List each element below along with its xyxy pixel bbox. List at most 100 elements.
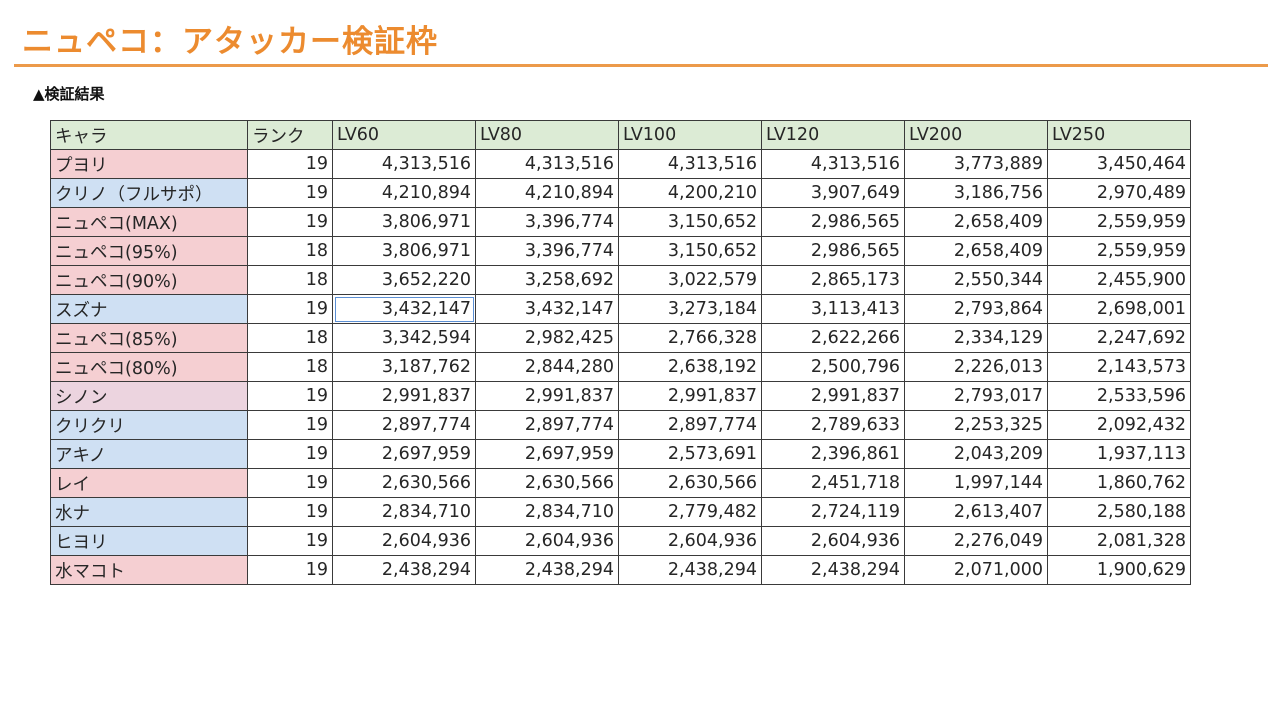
damage-value-cell[interactable]: 3,113,413 xyxy=(761,294,905,324)
damage-value-cell[interactable]: 4,313,516 xyxy=(618,149,762,179)
column-header-lv100[interactable]: LV100 xyxy=(618,120,762,150)
damage-value-cell[interactable]: 3,187,762 xyxy=(332,352,476,382)
damage-value-cell[interactable]: 2,630,566 xyxy=(475,468,619,498)
damage-value-cell[interactable]: 3,150,652 xyxy=(618,207,762,237)
damage-value-cell[interactable]: 2,658,409 xyxy=(904,207,1048,237)
damage-value-cell[interactable]: 2,865,173 xyxy=(761,265,905,295)
damage-value-cell[interactable]: 2,638,192 xyxy=(618,352,762,382)
character-name-cell[interactable]: シノン xyxy=(50,381,248,411)
column-header-lv200[interactable]: LV200 xyxy=(904,120,1048,150)
damage-value-cell[interactable]: 1,860,762 xyxy=(1047,468,1191,498)
damage-value-cell[interactable]: 2,455,900 xyxy=(1047,265,1191,295)
damage-value-cell[interactable]: 2,844,280 xyxy=(475,352,619,382)
damage-value-cell[interactable]: 2,092,432 xyxy=(1047,410,1191,440)
rank-cell[interactable]: 19 xyxy=(247,468,333,498)
damage-value-cell[interactable]: 4,200,210 xyxy=(618,178,762,208)
column-header-character[interactable]: キャラ xyxy=(50,120,248,150)
character-name-cell[interactable]: レイ xyxy=(50,468,248,498)
rank-cell[interactable]: 19 xyxy=(247,149,333,179)
damage-value-cell[interactable]: 2,438,294 xyxy=(618,555,762,585)
character-name-cell[interactable]: ニュペコ(95%) xyxy=(50,236,248,266)
rank-cell[interactable]: 19 xyxy=(247,381,333,411)
damage-value-cell[interactable]: 4,313,516 xyxy=(475,149,619,179)
damage-value-cell[interactable]: 2,897,774 xyxy=(475,410,619,440)
damage-value-cell[interactable]: 3,806,971 xyxy=(332,207,476,237)
damage-value-cell[interactable]: 2,253,325 xyxy=(904,410,1048,440)
damage-value-cell[interactable]: 2,622,266 xyxy=(761,323,905,353)
damage-value-cell[interactable]: 2,438,294 xyxy=(332,555,476,585)
column-header-lv250[interactable]: LV250 xyxy=(1047,120,1191,150)
character-name-cell[interactable]: 水ナ xyxy=(50,497,248,527)
damage-value-cell[interactable]: 2,533,596 xyxy=(1047,381,1191,411)
damage-value-cell[interactable]: 2,081,328 xyxy=(1047,526,1191,556)
damage-value-cell[interactable]: 2,793,864 xyxy=(904,294,1048,324)
damage-value-cell[interactable]: 3,432,147 xyxy=(475,294,619,324)
column-header-lv60[interactable]: LV60 xyxy=(332,120,476,150)
damage-value-cell[interactable]: 2,580,188 xyxy=(1047,497,1191,527)
damage-value-cell[interactable]: 2,986,565 xyxy=(761,207,905,237)
damage-value-cell[interactable]: 2,991,837 xyxy=(618,381,762,411)
damage-value-cell[interactable]: 3,396,774 xyxy=(475,236,619,266)
rank-cell[interactable]: 19 xyxy=(247,497,333,527)
damage-value-cell[interactable]: 4,210,894 xyxy=(332,178,476,208)
rank-cell[interactable]: 19 xyxy=(247,410,333,440)
damage-value-cell[interactable]: 2,991,837 xyxy=(332,381,476,411)
column-header-lv80[interactable]: LV80 xyxy=(475,120,619,150)
damage-value-cell[interactable]: 2,793,017 xyxy=(904,381,1048,411)
rank-cell[interactable]: 19 xyxy=(247,526,333,556)
rank-cell[interactable]: 19 xyxy=(247,207,333,237)
character-name-cell[interactable]: スズナ xyxy=(50,294,248,324)
damage-value-cell[interactable]: 4,210,894 xyxy=(475,178,619,208)
character-name-cell[interactable]: ニュペコ(90%) xyxy=(50,265,248,295)
damage-value-cell[interactable]: 3,258,692 xyxy=(475,265,619,295)
damage-value-cell[interactable]: 2,451,718 xyxy=(761,468,905,498)
damage-value-cell[interactable]: 3,186,756 xyxy=(904,178,1048,208)
rank-cell[interactable]: 19 xyxy=(247,178,333,208)
character-name-cell[interactable]: ニュペコ(MAX) xyxy=(50,207,248,237)
damage-value-cell[interactable]: 2,438,294 xyxy=(761,555,905,585)
damage-value-cell[interactable]: 4,313,516 xyxy=(332,149,476,179)
damage-value-cell[interactable]: 2,697,959 xyxy=(332,439,476,469)
damage-value-cell[interactable]: 2,982,425 xyxy=(475,323,619,353)
damage-value-cell[interactable]: 2,970,489 xyxy=(1047,178,1191,208)
damage-value-cell[interactable]: 2,789,633 xyxy=(761,410,905,440)
damage-value-cell[interactable]: 2,276,049 xyxy=(904,526,1048,556)
damage-value-cell[interactable]: 2,334,129 xyxy=(904,323,1048,353)
damage-value-cell[interactable]: 2,991,837 xyxy=(761,381,905,411)
character-name-cell[interactable]: プヨリ xyxy=(50,149,248,179)
damage-value-cell[interactable]: 1,937,113 xyxy=(1047,439,1191,469)
damage-value-cell[interactable]: 3,273,184 xyxy=(618,294,762,324)
damage-value-cell[interactable]: 3,150,652 xyxy=(618,236,762,266)
damage-value-cell[interactable]: 2,071,000 xyxy=(904,555,1048,585)
damage-value-cell[interactable]: 2,247,692 xyxy=(1047,323,1191,353)
damage-value-cell[interactable]: 2,500,796 xyxy=(761,352,905,382)
rank-cell[interactable]: 18 xyxy=(247,236,333,266)
damage-value-cell[interactable]: 3,432,147 xyxy=(332,294,476,324)
damage-value-cell[interactable]: 2,143,573 xyxy=(1047,352,1191,382)
character-name-cell[interactable]: クリクリ xyxy=(50,410,248,440)
character-name-cell[interactable]: 水マコト xyxy=(50,555,248,585)
damage-value-cell[interactable]: 2,658,409 xyxy=(904,236,1048,266)
rank-cell[interactable]: 18 xyxy=(247,323,333,353)
damage-value-cell[interactable]: 3,022,579 xyxy=(618,265,762,295)
damage-value-cell[interactable]: 3,342,594 xyxy=(332,323,476,353)
character-name-cell[interactable]: クリノ（フルサポ） xyxy=(50,178,248,208)
damage-value-cell[interactable]: 2,697,959 xyxy=(475,439,619,469)
damage-value-cell[interactable]: 2,604,936 xyxy=(761,526,905,556)
damage-value-cell[interactable]: 2,550,344 xyxy=(904,265,1048,295)
damage-value-cell[interactable]: 2,559,959 xyxy=(1047,236,1191,266)
damage-value-cell[interactable]: 2,834,710 xyxy=(332,497,476,527)
character-name-cell[interactable]: ニュペコ(80%) xyxy=(50,352,248,382)
damage-value-cell[interactable]: 2,698,001 xyxy=(1047,294,1191,324)
character-name-cell[interactable]: ニュペコ(85%) xyxy=(50,323,248,353)
damage-value-cell[interactable]: 2,991,837 xyxy=(475,381,619,411)
damage-value-cell[interactable]: 2,834,710 xyxy=(475,497,619,527)
column-header-lv120[interactable]: LV120 xyxy=(761,120,905,150)
column-header-rank[interactable]: ランク xyxy=(247,120,333,150)
damage-value-cell[interactable]: 3,396,774 xyxy=(475,207,619,237)
damage-value-cell[interactable]: 2,897,774 xyxy=(332,410,476,440)
rank-cell[interactable]: 19 xyxy=(247,294,333,324)
rank-cell[interactable]: 18 xyxy=(247,265,333,295)
damage-value-cell[interactable]: 2,043,209 xyxy=(904,439,1048,469)
character-name-cell[interactable]: ヒヨリ xyxy=(50,526,248,556)
